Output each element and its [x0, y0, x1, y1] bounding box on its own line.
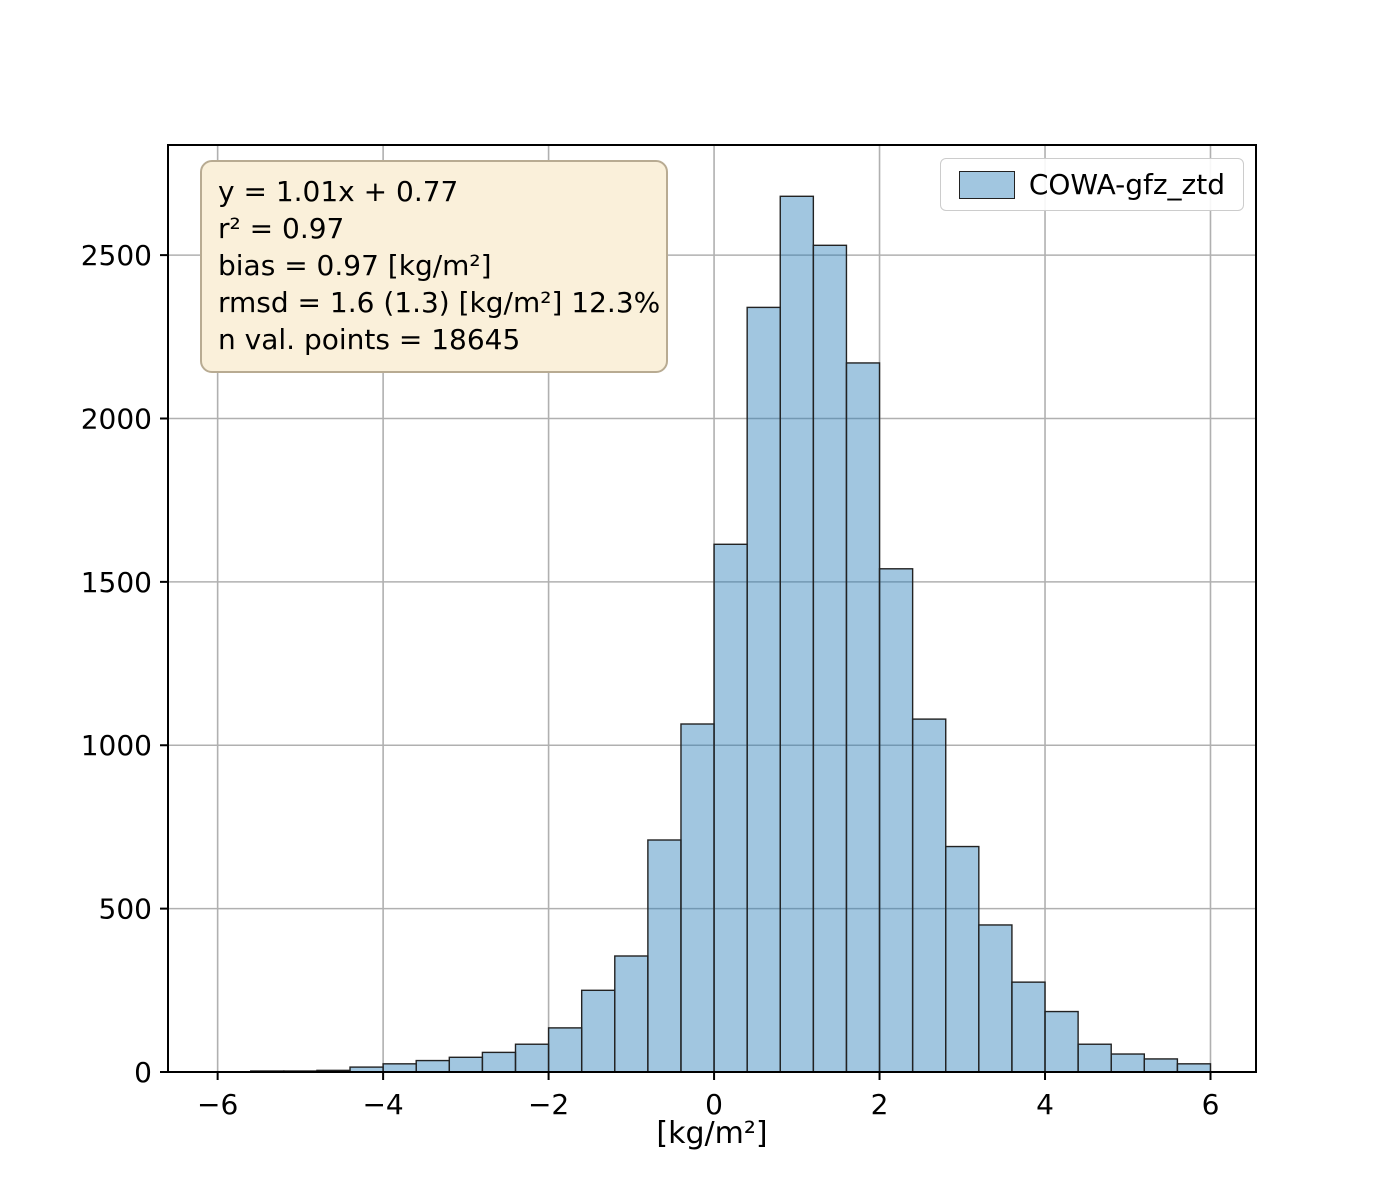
x-axis-label: [kg/m²]	[656, 1116, 768, 1151]
svg-text:2500: 2500	[81, 239, 152, 272]
svg-text:−4: −4	[362, 1088, 403, 1121]
svg-text:2000: 2000	[81, 402, 152, 435]
legend-swatch-icon	[958, 170, 1015, 199]
svg-text:500: 500	[99, 893, 152, 926]
legend-label: COWA-gfz_ztd	[1028, 168, 1225, 201]
stats-line-bias: bias = 0.97 [kg/m²]	[218, 248, 492, 282]
svg-text:−6: −6	[197, 1088, 238, 1121]
svg-text:6: 6	[1202, 1088, 1220, 1121]
stats-line-npoints: n val. points = 18645	[218, 322, 521, 356]
svg-text:−2: −2	[528, 1088, 569, 1121]
stats-annotation-box: y = 1.01x + 0.77 r² = 0.97 bias = 0.97 […	[200, 160, 668, 373]
legend: COWA-gfz_ztd	[939, 158, 1244, 211]
stats-line-r2: r² = 0.97	[218, 211, 345, 245]
svg-text:4: 4	[1036, 1088, 1054, 1121]
svg-text:1000: 1000	[81, 729, 152, 762]
svg-text:0: 0	[134, 1056, 152, 1089]
svg-text:1500: 1500	[81, 566, 152, 599]
stats-line-fit: y = 1.01x + 0.77	[218, 175, 459, 208]
stats-line-rmsd: rmsd = 1.6 (1.3) [kg/m²] 12.3%	[218, 285, 661, 319]
svg-text:0: 0	[705, 1088, 723, 1121]
svg-text:2: 2	[871, 1088, 889, 1121]
